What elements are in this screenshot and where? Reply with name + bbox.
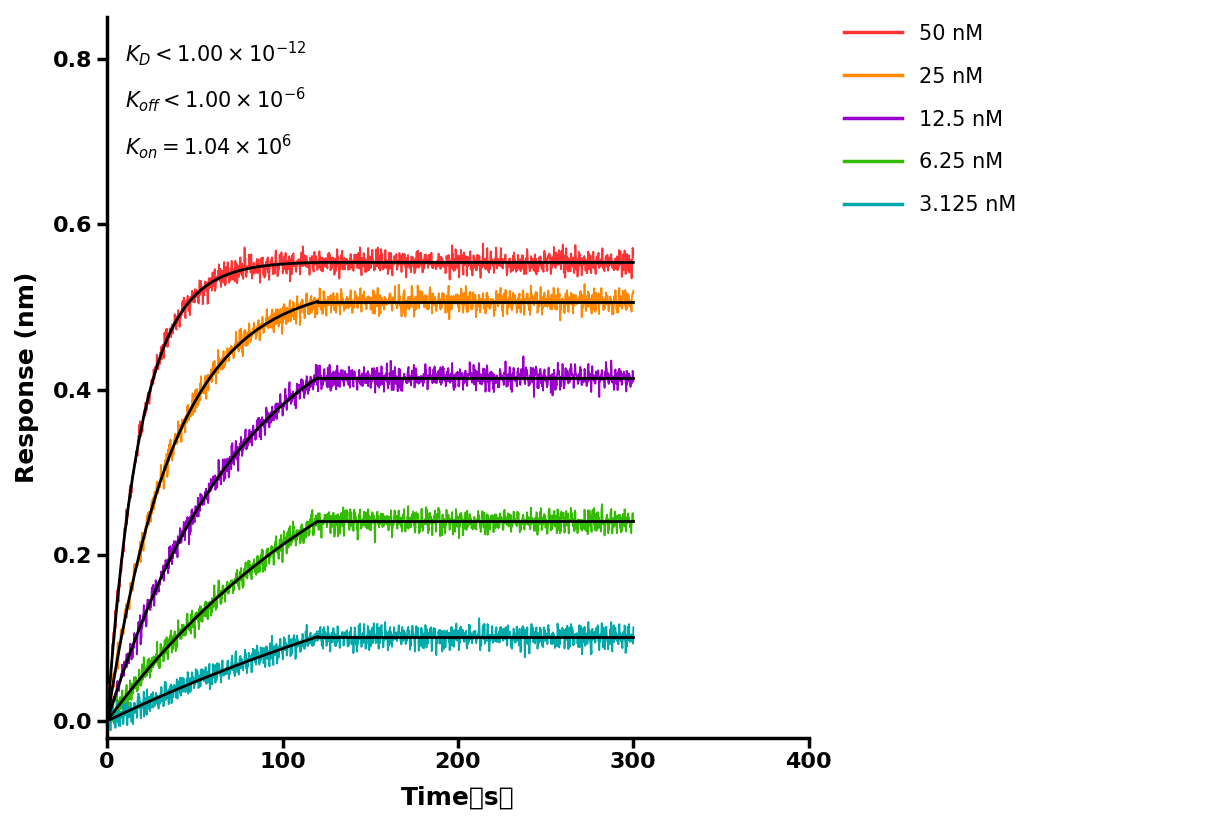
Legend: 50 nM, 25 nM, 12.5 nM, 6.25 nM, 3.125 nM: 50 nM, 25 nM, 12.5 nM, 6.25 nM, 3.125 nM	[833, 13, 1027, 226]
Y-axis label: Response (nm): Response (nm)	[15, 271, 39, 483]
X-axis label: Time（s）: Time（s）	[401, 786, 515, 810]
Text: $K_D<1.00\times10^{-12}$
$K_{off}<1.00\times10^{-6}$
$K_{on}=1.04\times10^{6}$: $K_D<1.00\times10^{-12}$ $K_{off}<1.00\t…	[124, 39, 307, 161]
